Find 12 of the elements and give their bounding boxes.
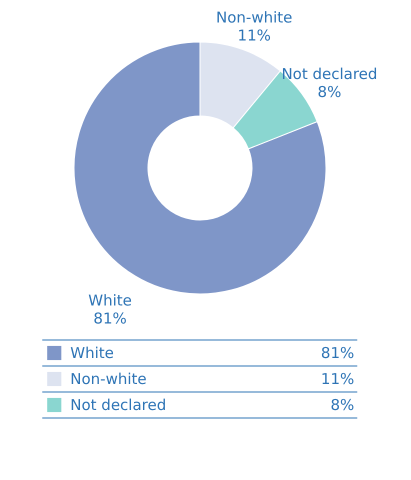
text: 81% bbox=[320, 344, 354, 362]
legend-label: Non-white bbox=[70, 370, 147, 388]
data-label: 8% bbox=[318, 82, 342, 101]
slice-label: Not declared bbox=[281, 64, 378, 83]
legend-label: White bbox=[70, 344, 114, 362]
data-label: 81% bbox=[93, 309, 127, 328]
data-label: 11% bbox=[238, 26, 271, 44]
text: 8% bbox=[330, 396, 354, 414]
legend-label: Not declared bbox=[70, 396, 166, 414]
slice-label: Non-white bbox=[216, 8, 292, 26]
text: 11% bbox=[320, 370, 354, 388]
slice-label: White bbox=[88, 291, 132, 310]
